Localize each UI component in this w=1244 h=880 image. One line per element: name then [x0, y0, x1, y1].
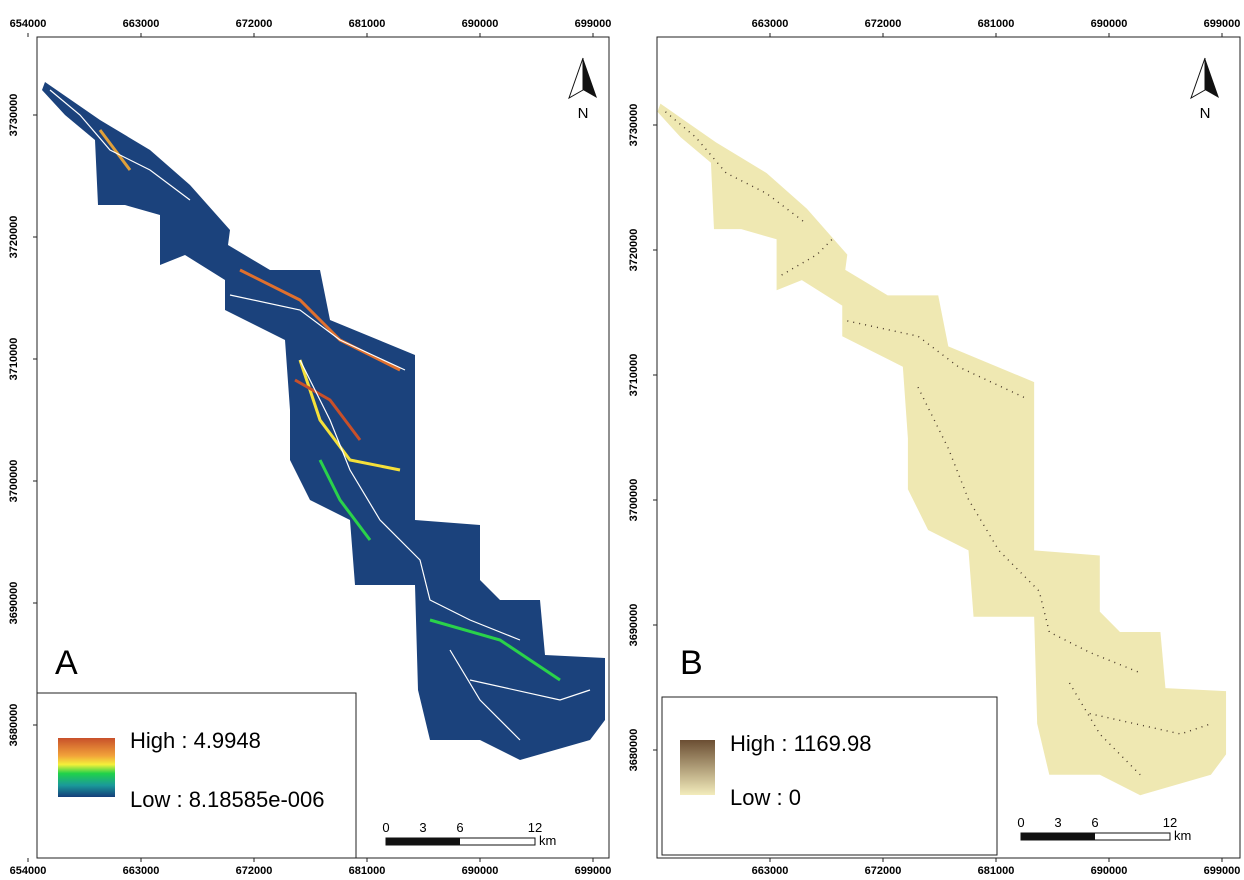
- y-tick-label: 3700000: [628, 479, 640, 522]
- map-figure: High : 4.9948 Low : 8.18585e-006 A 65400…: [0, 0, 1244, 880]
- legend-high: High : 1169.98: [730, 731, 871, 756]
- x-tick-label: 690000: [462, 18, 499, 30]
- north-label: N: [578, 105, 589, 122]
- panel-letter: A: [55, 644, 78, 682]
- y-tick-label: 3710000: [628, 354, 640, 397]
- legend-gradient: [58, 738, 115, 797]
- scale-label: 0: [382, 820, 389, 835]
- y-tick-label: 3700000: [8, 460, 20, 503]
- x-tick-label: 699000: [575, 18, 612, 30]
- y-tick-label: 3730000: [8, 94, 20, 137]
- y-tick-label: 3690000: [8, 582, 20, 625]
- y-tick-label: 3730000: [628, 104, 640, 147]
- panel-b: High : 1169.98 Low : 0 B 663000 663000 672…: [628, 18, 1240, 877]
- scale-unit: km: [539, 833, 556, 848]
- scale-bar: [1021, 833, 1095, 840]
- legend-low: Low : 8.18585e-006: [130, 787, 325, 812]
- y-tick-label: 3720000: [628, 229, 640, 272]
- scale-label: 6: [1091, 815, 1098, 830]
- legend-gradient: [680, 740, 715, 795]
- y-tick-label: 3680000: [628, 729, 640, 772]
- panel-letter: B: [680, 644, 703, 682]
- x-tick-label: 690000: [462, 865, 499, 877]
- scale-unit: km: [1174, 828, 1191, 843]
- x-tick-label: 681000: [349, 865, 386, 877]
- scale-label: 0: [1017, 815, 1024, 830]
- x-tick-label: 681000: [349, 18, 386, 30]
- y-tick-label: 3720000: [8, 216, 20, 259]
- north-label: N: [1200, 105, 1211, 122]
- x-tick-label: 672000: [865, 18, 902, 30]
- scale-label: 3: [1054, 815, 1061, 830]
- x-tick-label: 663000: [752, 865, 789, 877]
- x-tick-label: 699000: [1204, 18, 1241, 30]
- panel-a: High : 4.9948 Low : 8.18585e-006 A 65400…: [8, 18, 611, 877]
- x-tick-label: 690000: [1091, 18, 1128, 30]
- scale-label: 3: [419, 820, 426, 835]
- legend-low: Low : 0: [730, 785, 801, 810]
- x-tick-label: 681000: [978, 18, 1015, 30]
- x-tick-label: 699000: [575, 865, 612, 877]
- y-tick-label: 3680000: [8, 704, 20, 747]
- y-tick-label: 3710000: [8, 338, 20, 381]
- x-tick-label: 681000: [978, 865, 1015, 877]
- scale-label: 6: [456, 820, 463, 835]
- x-tick-label: 690000: [1091, 865, 1128, 877]
- x-tick-label: 672000: [236, 18, 273, 30]
- x-tick-label: 672000: [865, 865, 902, 877]
- y-tick-label: 3690000: [628, 604, 640, 647]
- x-tick-label: 699000: [1204, 865, 1241, 877]
- legend-high: High : 4.9948: [130, 728, 261, 753]
- x-tick-label: 672000: [236, 865, 273, 877]
- x-tick-label: 663000: [123, 18, 160, 30]
- scale-bar: [386, 838, 460, 845]
- x-tick-label: 654000: [10, 865, 47, 877]
- x-tick-label: 663000: [123, 865, 160, 877]
- x-tick-label: 663000: [752, 18, 789, 30]
- x-tick-label: 654000: [10, 18, 47, 30]
